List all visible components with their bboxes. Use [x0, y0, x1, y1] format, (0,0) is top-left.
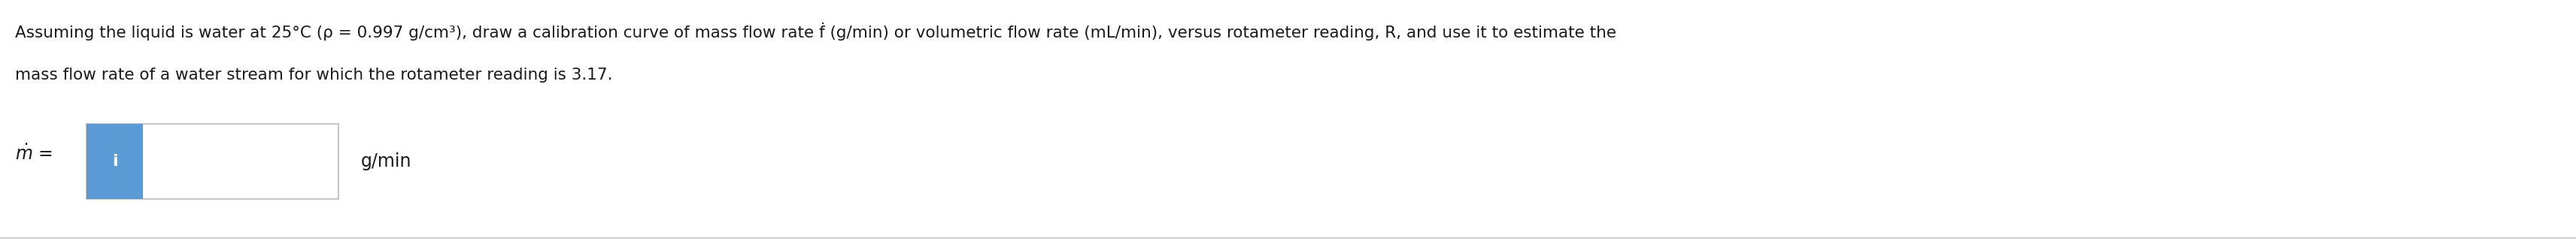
Text: Assuming the liquid is water at 25°C (ρ = 0.997 g/cm³), draw a calibration curve: Assuming the liquid is water at 25°C (ρ …: [15, 22, 1615, 41]
Text: g/min: g/min: [361, 152, 412, 170]
Text: mass flow rate of a water stream for which the rotameter reading is 3.17.: mass flow rate of a water stream for whi…: [15, 68, 613, 82]
Text: $\dot{m}$ =: $\dot{m}$ =: [15, 144, 52, 163]
Text: i: i: [111, 154, 118, 169]
